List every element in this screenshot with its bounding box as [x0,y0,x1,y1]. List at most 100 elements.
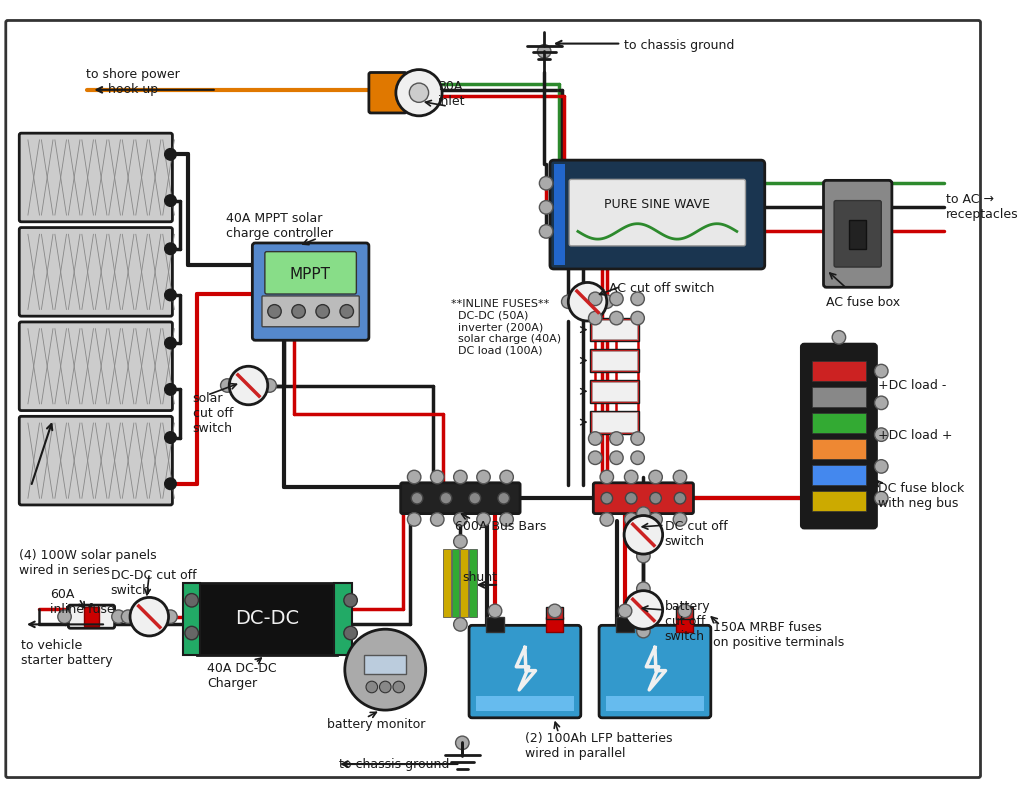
Circle shape [267,305,282,318]
Bar [591,318,639,342]
FancyBboxPatch shape [19,227,172,316]
FancyBboxPatch shape [802,344,877,528]
Circle shape [548,604,561,618]
Text: AC cut off switch: AC cut off switch [608,282,714,295]
Circle shape [408,470,421,484]
Circle shape [637,507,650,520]
Bar [461,549,468,617]
Circle shape [430,470,444,484]
Bar [334,583,351,655]
Circle shape [538,45,551,58]
Circle shape [130,598,169,636]
Circle shape [540,200,553,214]
Circle shape [637,582,650,595]
Bar [591,410,639,433]
FancyBboxPatch shape [265,251,356,294]
Circle shape [366,681,378,693]
Circle shape [488,604,502,618]
Circle shape [344,594,357,607]
Circle shape [624,516,663,554]
Circle shape [631,432,644,445]
Circle shape [380,681,391,693]
Bar [849,220,866,249]
Circle shape [477,512,490,526]
Circle shape [600,470,613,484]
Bar [812,465,866,484]
Bar [198,583,337,655]
Bar [812,413,866,433]
Text: battery monitor: battery monitor [328,718,426,731]
Circle shape [500,512,513,526]
Circle shape [454,512,467,526]
Circle shape [165,195,176,207]
Text: to vehicle
starter battery: to vehicle starter battery [22,639,113,667]
Text: battery
cut off
switch: battery cut off switch [665,600,711,643]
FancyBboxPatch shape [400,483,520,514]
Bar [486,617,504,632]
Circle shape [454,535,467,548]
Circle shape [430,512,444,526]
Circle shape [649,470,663,484]
Bar [443,549,451,617]
FancyBboxPatch shape [823,180,892,287]
Circle shape [165,289,176,301]
Text: 150A MRBF fuses
on positive terminals: 150A MRBF fuses on positive terminals [713,622,844,650]
FancyBboxPatch shape [469,626,581,718]
Bar [812,388,866,407]
Circle shape [609,451,624,464]
Circle shape [345,629,426,710]
Text: +DC load -: +DC load - [879,379,947,392]
Text: to AC →
receptacles: to AC → receptacles [946,193,1019,221]
Circle shape [609,292,624,306]
Circle shape [185,594,199,607]
Circle shape [631,451,644,464]
Circle shape [589,432,602,445]
Text: +DC load +: +DC load + [879,429,953,442]
Circle shape [456,736,469,749]
Circle shape [220,379,234,393]
Circle shape [568,282,607,321]
Text: AC fuse box: AC fuse box [826,296,900,309]
Text: DC fuse block
with neg bus: DC fuse block with neg bus [879,482,965,510]
Bar [546,607,563,618]
Text: 30A
inlet: 30A inlet [438,80,466,109]
Circle shape [540,225,553,238]
Circle shape [292,305,305,318]
Circle shape [122,610,135,623]
FancyBboxPatch shape [19,417,172,505]
Circle shape [165,432,176,444]
Circle shape [625,470,638,484]
Text: DC-DC cut off
switch: DC-DC cut off switch [111,568,197,597]
Circle shape [674,492,686,504]
Bar [676,607,693,618]
Circle shape [833,330,846,344]
Circle shape [637,549,650,563]
Bar [616,617,634,632]
Bar [592,320,637,339]
Text: solar
cut off
switch: solar cut off switch [193,393,233,435]
Bar [183,583,201,655]
Circle shape [440,492,452,504]
Circle shape [631,292,644,306]
Circle shape [600,295,613,309]
Circle shape [673,470,687,484]
Circle shape [625,512,638,526]
Text: to chassis ground: to chassis ground [339,758,450,771]
Circle shape [624,591,663,629]
Circle shape [165,148,176,160]
Circle shape [165,338,176,349]
Circle shape [650,492,662,504]
Circle shape [601,492,612,504]
Text: (2) 100Ah LFP batteries
wired in parallel: (2) 100Ah LFP batteries wired in paralle… [525,733,673,760]
Bar [365,655,407,674]
Circle shape [344,626,357,640]
Bar [591,349,639,372]
Circle shape [637,624,650,638]
Circle shape [185,626,199,640]
Circle shape [340,305,353,318]
Text: (4) 100W solar panels
wired in series: (4) 100W solar panels wired in series [19,549,157,577]
Circle shape [874,460,888,473]
Circle shape [165,478,176,489]
Text: DC-DC: DC-DC [234,609,299,628]
Circle shape [165,243,176,255]
